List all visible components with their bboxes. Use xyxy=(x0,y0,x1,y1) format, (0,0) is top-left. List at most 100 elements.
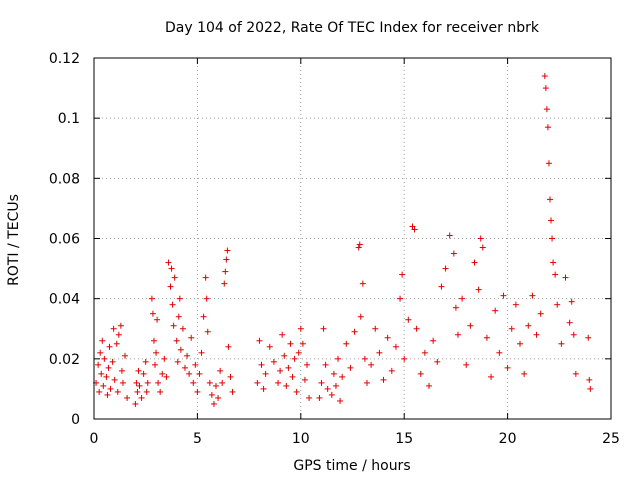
data-point xyxy=(376,349,383,356)
data-point xyxy=(304,361,311,368)
data-point xyxy=(256,337,263,344)
x-tick-label: 15 xyxy=(395,431,413,447)
data-point xyxy=(585,334,592,341)
data-point xyxy=(330,370,337,377)
y-tick-label: 0.06 xyxy=(49,232,80,248)
data-point xyxy=(198,349,205,356)
data-point xyxy=(572,370,579,377)
data-point xyxy=(351,328,358,335)
data-point xyxy=(546,196,553,203)
data-point xyxy=(148,295,155,302)
x-tick-label: 5 xyxy=(193,431,202,447)
data-point xyxy=(200,313,207,320)
data-point xyxy=(566,319,573,326)
data-point xyxy=(117,322,124,329)
data-point xyxy=(103,373,110,380)
data-point xyxy=(208,391,215,398)
data-point xyxy=(115,331,122,338)
data-point xyxy=(167,283,174,290)
data-point xyxy=(168,265,175,272)
data-point xyxy=(107,385,114,392)
data-point xyxy=(320,325,327,332)
data-point xyxy=(283,382,290,389)
data-point xyxy=(169,301,176,308)
data-point xyxy=(357,313,364,320)
data-point xyxy=(570,331,577,338)
data-point xyxy=(405,316,412,323)
data-point xyxy=(134,388,141,395)
grid-lines xyxy=(94,58,611,419)
data-point xyxy=(136,382,143,389)
y-tick-label: 0 xyxy=(71,412,80,428)
data-point xyxy=(144,379,151,386)
data-point xyxy=(192,361,199,368)
data-point xyxy=(142,358,149,365)
data-point xyxy=(339,373,346,380)
data-point xyxy=(347,364,354,371)
data-point xyxy=(196,370,203,377)
data-point xyxy=(293,388,300,395)
data-point xyxy=(181,364,188,371)
data-point xyxy=(275,379,282,386)
data-point xyxy=(154,316,161,323)
data-point xyxy=(587,385,594,392)
data-point xyxy=(301,376,308,383)
data-point xyxy=(544,124,551,131)
data-point xyxy=(113,340,120,347)
data-point xyxy=(171,274,178,281)
data-point xyxy=(430,337,437,344)
data-point xyxy=(204,328,211,335)
data-point xyxy=(262,370,269,377)
data-point xyxy=(122,352,129,359)
data-point xyxy=(525,322,532,329)
data-point xyxy=(203,295,210,302)
data-point xyxy=(558,340,565,347)
data-point xyxy=(159,370,166,377)
data-point xyxy=(467,322,474,329)
data-point xyxy=(106,343,113,350)
data-point xyxy=(459,295,466,302)
data-point xyxy=(488,373,495,380)
data-point xyxy=(316,394,323,401)
data-point xyxy=(318,379,325,386)
data-point xyxy=(110,325,117,332)
data-point xyxy=(217,367,224,374)
data-point xyxy=(512,301,519,308)
data-point xyxy=(118,367,125,374)
data-point xyxy=(471,259,478,266)
data-point xyxy=(504,364,511,371)
data-point xyxy=(438,283,445,290)
data-point xyxy=(279,331,286,338)
data-point xyxy=(446,232,453,239)
data-point xyxy=(337,397,344,404)
data-point xyxy=(521,370,528,377)
data-point xyxy=(434,358,441,365)
data-point xyxy=(372,325,379,332)
data-point xyxy=(550,259,557,266)
data-point xyxy=(411,226,418,233)
data-point xyxy=(98,370,105,377)
data-point xyxy=(483,334,490,341)
data-point xyxy=(549,235,556,242)
data-point xyxy=(174,358,181,365)
data-point xyxy=(361,355,368,362)
data-point xyxy=(161,355,168,362)
data-point xyxy=(533,331,540,338)
data-point xyxy=(477,235,484,242)
data-point xyxy=(270,358,277,365)
y-tick-label: 0.08 xyxy=(49,171,80,187)
data-point xyxy=(479,244,486,251)
data-point xyxy=(508,325,515,332)
data-point xyxy=(104,391,111,398)
data-point xyxy=(177,346,184,353)
data-point xyxy=(281,352,288,359)
data-point xyxy=(306,394,313,401)
data-point xyxy=(140,370,147,377)
data-point xyxy=(149,310,156,317)
data-point xyxy=(399,271,406,278)
data-point xyxy=(343,340,350,347)
data-point xyxy=(332,382,339,389)
data-point xyxy=(363,379,370,386)
data-point xyxy=(266,343,273,350)
